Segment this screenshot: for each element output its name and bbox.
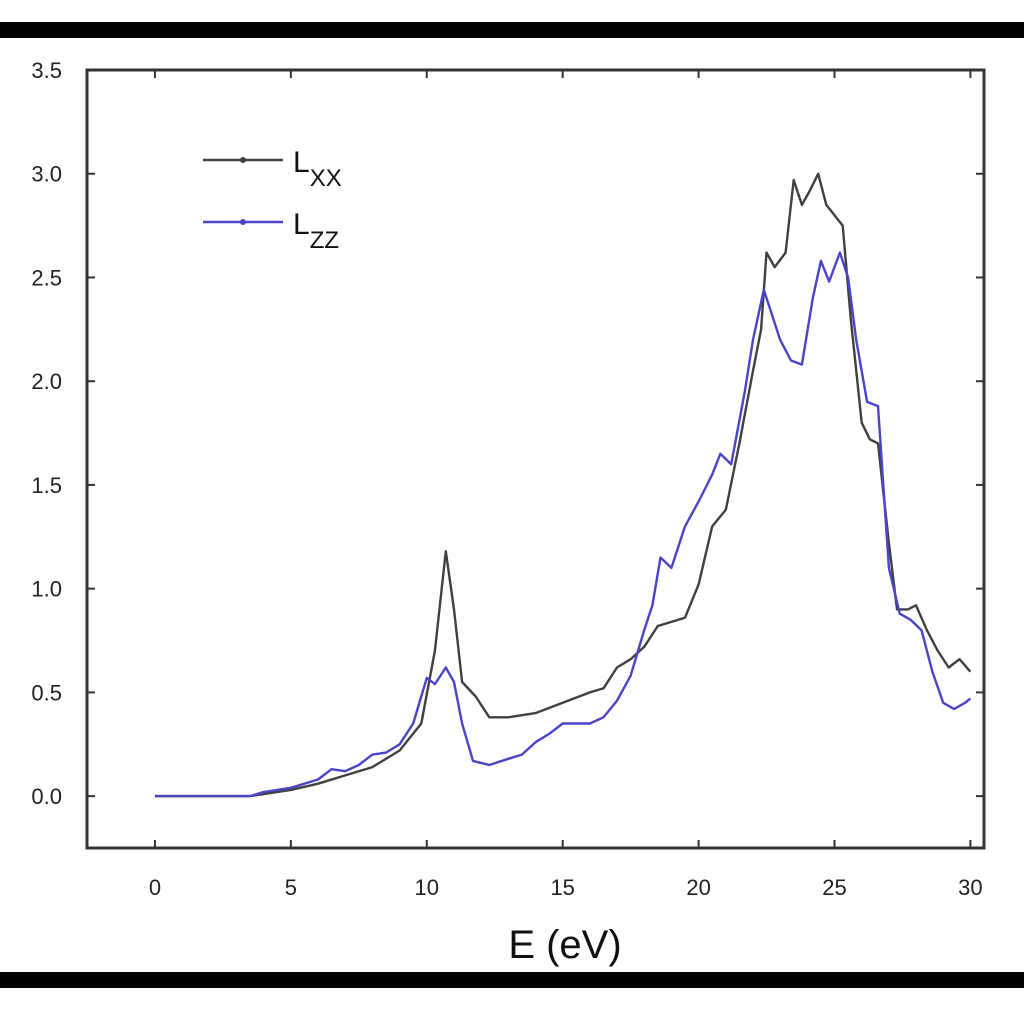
plot-frame: [85, 68, 986, 850]
x-tick-label: 10: [415, 875, 439, 900]
legend-label-main: L: [293, 146, 310, 179]
y-tick-label: 3.5: [31, 58, 62, 83]
series-layer: [155, 172, 972, 798]
legend-label-lxx: LXX: [293, 146, 342, 192]
y-tick-label: 0.0: [31, 784, 62, 809]
legend-label-sub: XX: [310, 165, 342, 192]
x-axis-ticks: 0 5 10 15 20 25 30: [149, 70, 983, 900]
series-line-lzz: [155, 251, 972, 798]
top-border-band: [0, 22, 1024, 38]
x-tick-label: 5: [285, 875, 297, 900]
legend-marker-lxx: [240, 157, 246, 163]
x-axis-label: E (eV): [508, 923, 621, 967]
legend-marker-lzz: [240, 219, 246, 225]
legend-label-sub: ZZ: [310, 227, 339, 254]
bottom-border-band: [0, 972, 1024, 988]
legend-label-main: L: [293, 208, 310, 241]
x-tick-label: 20: [686, 875, 710, 900]
x-tick-label: 30: [958, 875, 982, 900]
y-tick-label: 0.5: [31, 680, 62, 705]
y-tick-label: 2.0: [31, 369, 62, 394]
y-axis-ticks: 0.0 0.5 1.0 1.5 2.0 2.5 3.0 3.5: [31, 58, 984, 809]
y-tick-label: 3.0: [31, 162, 62, 187]
legend-label-lzz: LZZ: [293, 208, 339, 254]
y-tick-label: 1.5: [31, 473, 62, 498]
x-tick-label: 15: [550, 875, 574, 900]
y-tick-label: 1.0: [31, 577, 62, 602]
x-tick-label: 0: [149, 875, 161, 900]
x-tick-label: 25: [822, 875, 846, 900]
y-tick-label: 2.5: [31, 265, 62, 290]
series-line-lxx: [155, 172, 972, 798]
